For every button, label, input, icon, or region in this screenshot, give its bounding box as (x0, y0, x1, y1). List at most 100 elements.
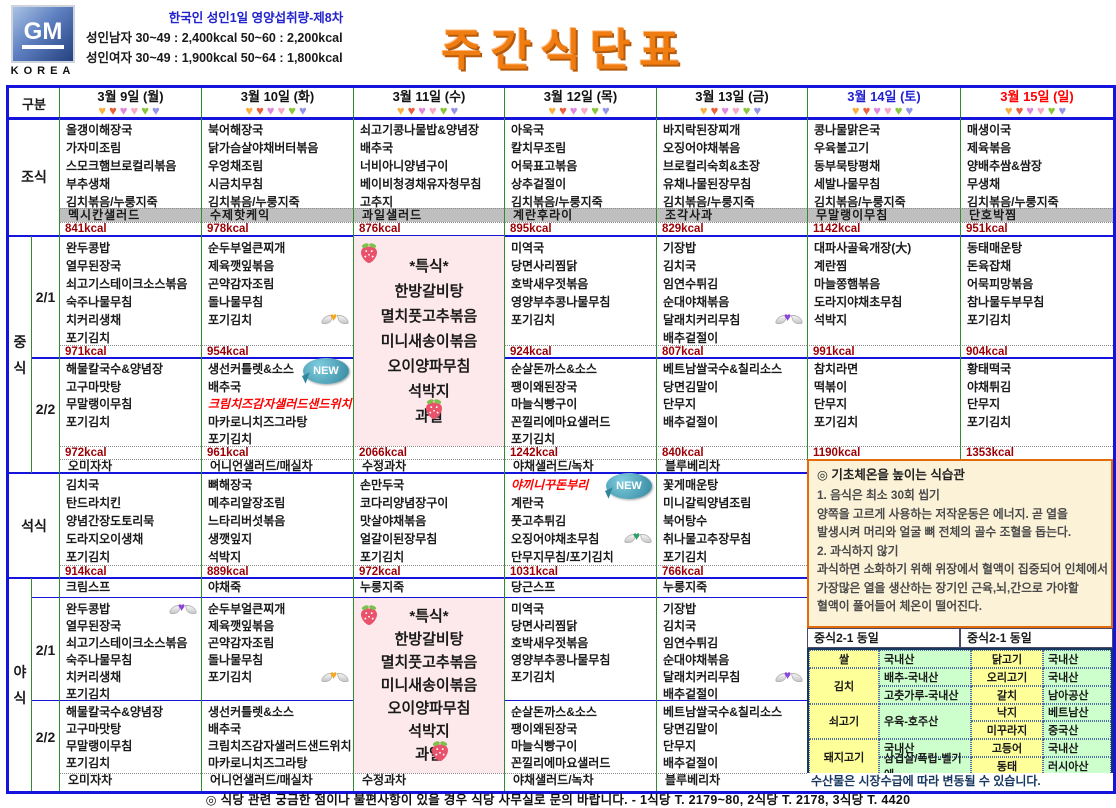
heart-icon: ♥ (141, 102, 152, 118)
breakfast-kcal-fri: 829kcal (656, 222, 807, 236)
lunch1-cell-tue: 순두부얼큰찌개 제육깻잎볶음 곤약감자조림 돌나물무침 포기김치 ♥ (201, 236, 353, 345)
menu-item: 제육깻잎볶음 (208, 619, 275, 633)
menu-item: 생깻잎지 (208, 532, 253, 546)
origin-item: 쇠고기 (809, 703, 879, 740)
winged-heart-icon: ♥ (320, 311, 350, 325)
heart-icon: ♥ (721, 102, 732, 118)
winged-heart-icon: ♥ (774, 669, 804, 683)
night-tea-spacer (31, 773, 59, 791)
heart-icon: ♥ (418, 102, 429, 118)
tip-line: 가장많은 열을 생산하는 장기인 근육,뇌,간으로 가야할 (817, 580, 1079, 595)
breakfast-cell-wed: 쇠고기콩나물밥&양념장 배추국 너비아니양념구이 베이비청경채유자청무침 고추지 (353, 118, 504, 209)
menu-item: 쇠고기스테이크소스볶음 (66, 636, 188, 650)
menu-item: 어묵표고볶음 (511, 159, 578, 173)
breakfast-dessert-mon: 멕시칸샐러드 (59, 208, 201, 222)
breakfast-dessert-tue: 수제핫케익 (201, 208, 353, 222)
menu-item: 단무지 (814, 397, 848, 411)
night-porridge-mon: 크림스프 (59, 578, 201, 598)
menu-item: 호박새우젓볶음 (511, 636, 589, 650)
menu-item: 숙주나물무침 (66, 653, 133, 667)
health-tip-box: ◎ 기초체온을 높이는 식습관 1. 음식은 최소 30회 씹기 양쪽을 고르게 사… (807, 459, 1113, 628)
heart-icon: ♥ (1015, 102, 1027, 118)
day-header-label: 3월 15일 (일) (1000, 88, 1074, 104)
menu-item: 베트남쌀국수&칠리소스 (663, 705, 783, 719)
heart-icon: ♥ (1047, 102, 1059, 118)
menu-item: 세발나물무침 (814, 177, 881, 191)
menu-item: 열무된장국 (66, 259, 122, 273)
menu-item: 영양부추콩나물무침 (511, 295, 611, 309)
hearts-decoration: ♥♥♥♥♥♥ (245, 102, 309, 118)
menu-item: 뼈해장국 (208, 478, 253, 492)
heart-icon: ♥ (569, 102, 581, 118)
menu-item: 팽이왜된장국 (511, 722, 578, 736)
lunch2-kcal-thu: 1242kcal (504, 446, 656, 459)
dinner-kcal-tue: 889kcal (201, 565, 353, 578)
menu-item: 콩나물맑은국 (814, 123, 881, 137)
menu-item: 크림치즈감자샐러드샌드위치 (208, 739, 352, 753)
night-special-box: *특식* 한방갈비탕 멸치풋고추볶음 미니새송이볶음 오이양파무침 석박지 과일 (353, 598, 504, 773)
lunch-tea-mon: 오미자차 (59, 459, 201, 473)
dinner-kcal-wed: 972kcal (353, 565, 504, 578)
heart-icon: ♥ (288, 102, 299, 118)
hearts-decoration: ♥♥♥♥♥♥ (548, 102, 613, 118)
heart-icon: ♥ (109, 102, 120, 118)
korea-logo-text: KOREA (10, 65, 76, 77)
menu-item: 배추국 (208, 722, 242, 736)
winged-heart-icon: ♥ (320, 669, 350, 683)
night2-cell-mon: 해물칼국수&양념장 고구마맛탕 무말랭이무침 포기김치 (59, 701, 201, 773)
section-divider (9, 235, 1113, 237)
menu-item: 계란찜 (814, 259, 848, 273)
menu-item: 김치국 (663, 259, 697, 273)
menu-item: 도라지야채초무침 (814, 295, 903, 309)
heart-icon: ♥ (601, 102, 613, 118)
menu-item: 마늘식빵구이 (511, 739, 578, 753)
heart-icon: ♥ (753, 102, 765, 118)
menu-item: 곤약감자조림 (208, 636, 275, 650)
menu-item: 베이비청경채유자청무침 (360, 177, 482, 191)
hearts-decoration: ♥♥♥♥♥♥ (852, 102, 916, 118)
lunch1-kcal-sun: 904kcal (960, 345, 1113, 358)
menu-item: 김치국 (66, 478, 100, 492)
dinner-cell-fri: 꽃게매운탕 미니갈릭양념조림 북어탕수 취나물고추장무침 포기김치 (656, 473, 807, 565)
menu-item: 브로컬리숙회&초장 (663, 159, 760, 173)
menu-item: 포기김치 ♥ (208, 311, 353, 329)
origin-item: 미꾸라지 (971, 721, 1043, 740)
menu-item: 김치볶음/누룽지죽 (208, 195, 300, 209)
night2-cell-fri: 베트남쌀국수&칠리소스 당면김말이 단무지 배추겉절이 (656, 701, 807, 773)
origin-item: 갈치 (971, 685, 1043, 704)
menu-item: 동태매운탕 (967, 241, 1023, 255)
gm-korea-logo: GM KOREA (10, 5, 76, 77)
heart-icon: ♥ (396, 102, 408, 118)
dinner-kcal-thu: 1031kcal (504, 565, 656, 578)
menu-item: 숙주나물무침 (66, 295, 133, 309)
night-porridge-wed: 누룽지죽 (353, 578, 504, 598)
heart-icon: ♥ (884, 102, 895, 118)
day-header-wed: 3월 11일 (수) ♥♥♥♥♥♥ (353, 88, 504, 118)
tip-title: ◎ 기초체온을 높이는 식습관 (817, 468, 965, 482)
menu-item: 곤약감자조림 (208, 277, 275, 291)
lunch2-kcal-sun: 1353kcal (960, 446, 1113, 459)
night2-cell-tue: 생선커틀렛&소스 배추국 크림치즈감자샐러드샌드위치 마카로니치즈그라탕 (201, 701, 353, 773)
footer-contact: ◎ 식당 관련 궁금한 점이나 불편사항이 있을 경우 식당 사무실로 문의 바… (205, 793, 911, 807)
tip-line: 2. 과식하지 않기 (817, 543, 899, 558)
menu-item: 마카로니치즈그라탕 (208, 756, 308, 770)
lunch1-cell-mon: 완두콩밥 열무된장국 쇠고기스테이크소스볶음 숙주나물무침 치커리생채 포기김치 (59, 236, 201, 345)
menu-item: 무생채 (967, 177, 1001, 191)
menu-item: 마늘쫑햄볶음 (814, 277, 881, 291)
menu-item: 당면김말이 (663, 379, 719, 394)
breakfast-dessert-wed: 과일샐러드 (353, 208, 504, 222)
origin-value: 국내산 (1043, 739, 1111, 758)
lunch-special-kcal: 2066kcal (353, 446, 504, 459)
menu-item: 포기김치 (814, 414, 859, 429)
menu-item: 포기김치 (66, 331, 111, 345)
heart-icon: ♥ (1037, 102, 1048, 118)
day-header-label: 3월 12일 (목) (543, 88, 618, 104)
heart-icon: ♥ (580, 102, 592, 118)
menu-item: 스모크햄브로컬리볶음 (66, 159, 177, 173)
menu-item: 참나물두부무침 (967, 295, 1045, 309)
night-porridge-tue: 야채죽 (201, 578, 353, 598)
dinner-kcal-mon: 914kcal (59, 565, 201, 578)
menu-item: 맛살야채볶음 (360, 514, 427, 528)
same-as-lunch-label-sat: 중식2-1 동일 (807, 628, 960, 648)
